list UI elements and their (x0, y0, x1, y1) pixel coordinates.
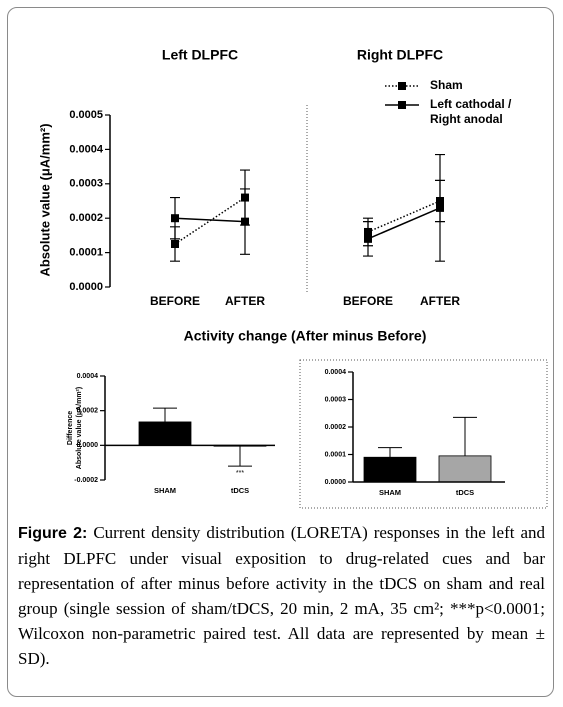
bar (138, 421, 192, 446)
x-tick-label: AFTER (225, 294, 265, 308)
legend-label: Sham (430, 78, 463, 92)
series-line (367, 207, 441, 240)
caption-text: Current density distribution (LORETA) re… (18, 523, 546, 668)
y-tick-label: 0.0001 (69, 247, 103, 259)
y-axis-label: Absolute value (μA/mm²) (76, 387, 83, 469)
chart-area: Activity change (After minus Before) Lef… (37, 47, 548, 509)
legend-label: Left cathodal / Right anodal (430, 97, 512, 126)
y-tick-label: -0.0002 (74, 477, 98, 484)
y-axis-label: Absolute value (μA/mm²) (37, 123, 52, 276)
x-tick-label: BEFORE (343, 294, 393, 308)
y-tick-label: 0.0002 (77, 408, 99, 415)
series-line (174, 217, 246, 223)
y-tick-label: 0.0004 (325, 369, 347, 376)
annotation: *** (236, 470, 244, 477)
figure-border (7, 7, 554, 697)
series-line (174, 196, 246, 245)
y-tick-label: 0.0000 (69, 281, 103, 293)
y-tick-label: 0.0002 (69, 212, 103, 224)
panel-title: Right DLPFC (357, 47, 443, 63)
caption-label: Figure 2: (18, 525, 88, 542)
panel-title: Left DLPFC (162, 47, 238, 63)
y-tick-label: 0.0003 (325, 396, 347, 403)
y-axis-label: Difference (67, 411, 74, 445)
subtitle: Activity change (After minus Before) (184, 328, 427, 344)
marker (436, 203, 444, 212)
y-tick-label: 0.0004 (69, 143, 104, 155)
x-tick-label: SHAM (379, 488, 401, 497)
x-tick-label: tDCS (456, 488, 474, 497)
marker (171, 240, 179, 248)
panel-box (299, 359, 548, 509)
marker (364, 234, 372, 243)
legend-marker (398, 101, 406, 109)
marker (241, 217, 249, 226)
marker (171, 214, 179, 223)
y-tick-label: 0.0000 (77, 442, 99, 449)
x-tick-label: BEFORE (150, 294, 200, 308)
bar (363, 456, 417, 483)
y-tick-label: 0.0005 (69, 109, 103, 121)
x-tick-label: AFTER (420, 294, 460, 308)
y-tick-label: 0.0001 (325, 451, 347, 458)
x-tick-label: tDCS (231, 486, 249, 495)
bar (438, 455, 492, 483)
y-tick-label: 0.0003 (69, 178, 103, 190)
y-tick-label: 0.0002 (325, 424, 347, 431)
y-tick-label: 0.0000 (325, 479, 347, 486)
x-tick-label: SHAM (154, 486, 176, 495)
y-tick-label: 0.0004 (77, 373, 99, 380)
caption: Figure 2: Current density distribution (… (18, 520, 545, 671)
series-line (367, 200, 441, 233)
legend-marker (398, 82, 406, 90)
